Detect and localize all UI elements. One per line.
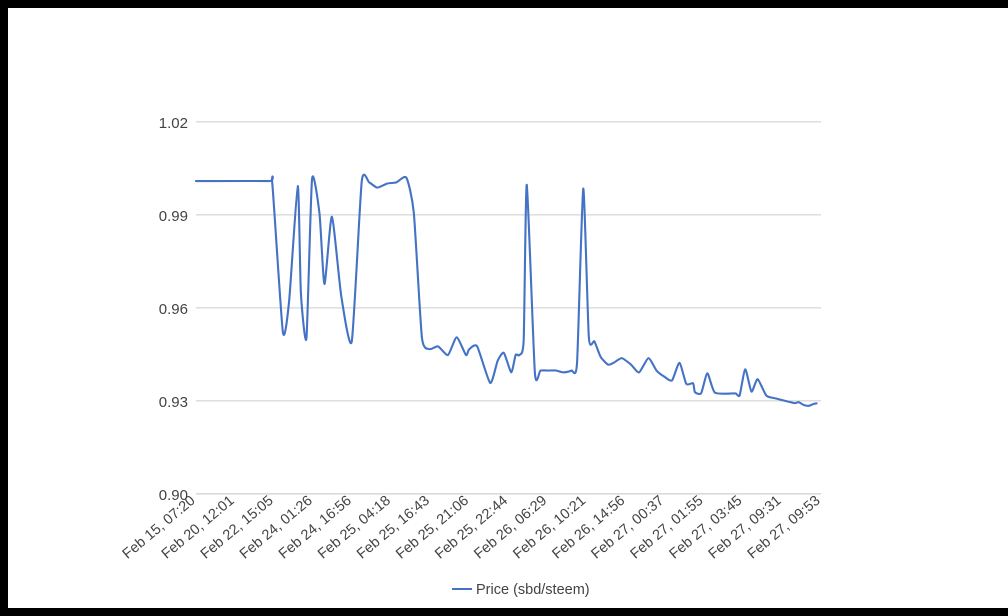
- svg-text:Price (sbd/steem): Price (sbd/steem): [476, 582, 590, 598]
- svg-text:0.99: 0.99: [159, 208, 188, 225]
- svg-text:1.02: 1.02: [159, 115, 188, 132]
- svg-text:0.96: 0.96: [159, 301, 188, 318]
- svg-text:0.93: 0.93: [159, 394, 188, 411]
